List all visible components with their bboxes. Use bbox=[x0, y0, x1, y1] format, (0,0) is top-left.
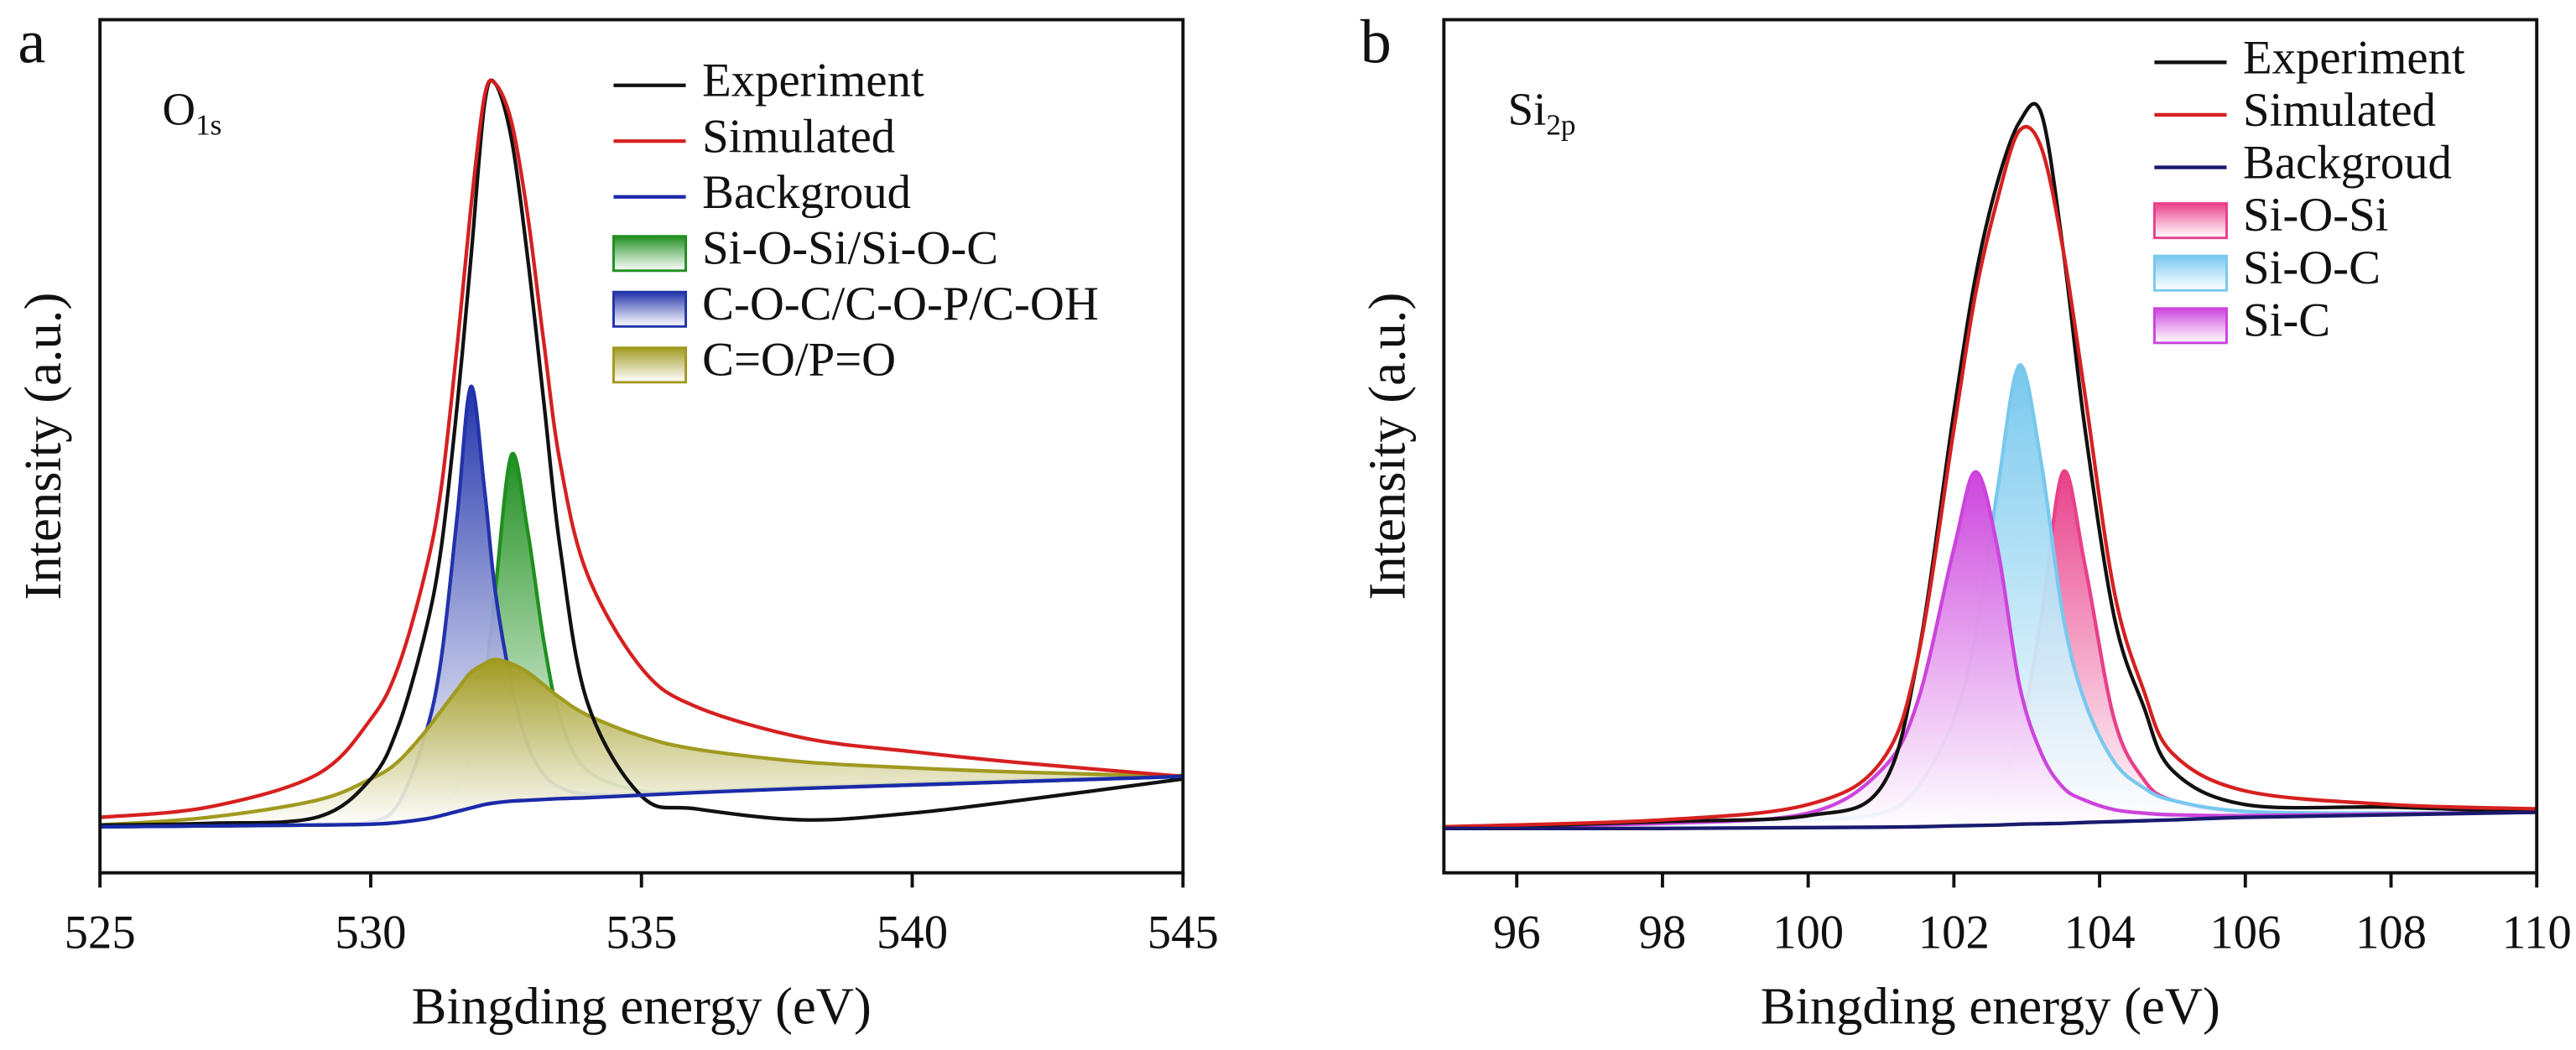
y-axis-title: Intensity (a.u.) bbox=[1357, 293, 1416, 600]
legend-label: Si-O-Si/Si-O-C bbox=[702, 221, 998, 274]
x-tick-label: 102 bbox=[1918, 907, 1990, 959]
x-tick-label: 110 bbox=[2502, 907, 2572, 959]
x-tick-label: 108 bbox=[2355, 907, 2427, 959]
legend-swatch bbox=[2152, 202, 2228, 240]
series-line bbox=[1444, 101, 2537, 830]
x-tick-label: 98 bbox=[1639, 907, 1687, 959]
x-tick-label: 540 bbox=[877, 907, 948, 959]
x-tick-label: 530 bbox=[335, 907, 406, 959]
x-tick-label: 535 bbox=[606, 907, 677, 959]
legend-label: C=O/P=O bbox=[702, 333, 896, 386]
plot-area bbox=[1444, 101, 2537, 831]
legend-label: Si-C bbox=[2243, 294, 2330, 346]
series-line bbox=[100, 774, 1184, 829]
legend-label: C-O-C/C-O-P/C-OH bbox=[702, 278, 1099, 330]
x-tick-label: 545 bbox=[1147, 907, 1219, 959]
area-fill bbox=[1444, 471, 2537, 829]
panel-label: a bbox=[18, 8, 45, 76]
annotation-sub: 1s bbox=[195, 108, 221, 141]
legend-label: Backgroud bbox=[702, 166, 911, 219]
panel-label: b bbox=[1361, 8, 1392, 76]
legend-label: Experiment bbox=[702, 55, 924, 107]
x-axis-title: Bingding energy (eV) bbox=[412, 977, 872, 1036]
series-line bbox=[1444, 810, 2537, 831]
legend-swatch bbox=[2152, 307, 2228, 345]
plot-area bbox=[100, 78, 1184, 829]
legend-label: Si-O-C bbox=[2243, 242, 2381, 294]
legend-label: Simulated bbox=[2243, 84, 2436, 137]
annotation: Si2p bbox=[1508, 84, 1576, 142]
series-line bbox=[100, 78, 1184, 827]
area-outline bbox=[1444, 470, 2537, 829]
series-line bbox=[100, 78, 1184, 819]
legend-label: Simulated bbox=[702, 110, 895, 163]
legend-label: Si-O-Si bbox=[2243, 189, 2388, 242]
annotation-main: O bbox=[163, 84, 196, 135]
annotation-sub: 2p bbox=[1546, 108, 1575, 141]
legend-label: Backgroud bbox=[2243, 137, 2452, 190]
x-tick-label: 525 bbox=[65, 907, 136, 959]
x-axis-title: Bingding energy (eV) bbox=[1761, 977, 2220, 1036]
x-tick-label: 96 bbox=[1493, 907, 1541, 959]
legend-swatch bbox=[612, 235, 688, 273]
x-tick-label: 100 bbox=[1772, 907, 1844, 959]
legend-swatch bbox=[2152, 254, 2228, 292]
legend-swatch bbox=[612, 346, 688, 384]
annotation: O1s bbox=[163, 84, 222, 142]
x-tick-label: 104 bbox=[2064, 907, 2136, 959]
legend-label: Experiment bbox=[2243, 31, 2465, 84]
series-line bbox=[1444, 125, 2537, 829]
y-axis-title: Intensity (a.u.) bbox=[13, 293, 72, 600]
annotation-main: Si bbox=[1508, 84, 1547, 135]
plot-frame bbox=[1442, 18, 2539, 875]
x-tick-label: 106 bbox=[2209, 907, 2281, 959]
legend-swatch bbox=[612, 290, 688, 328]
